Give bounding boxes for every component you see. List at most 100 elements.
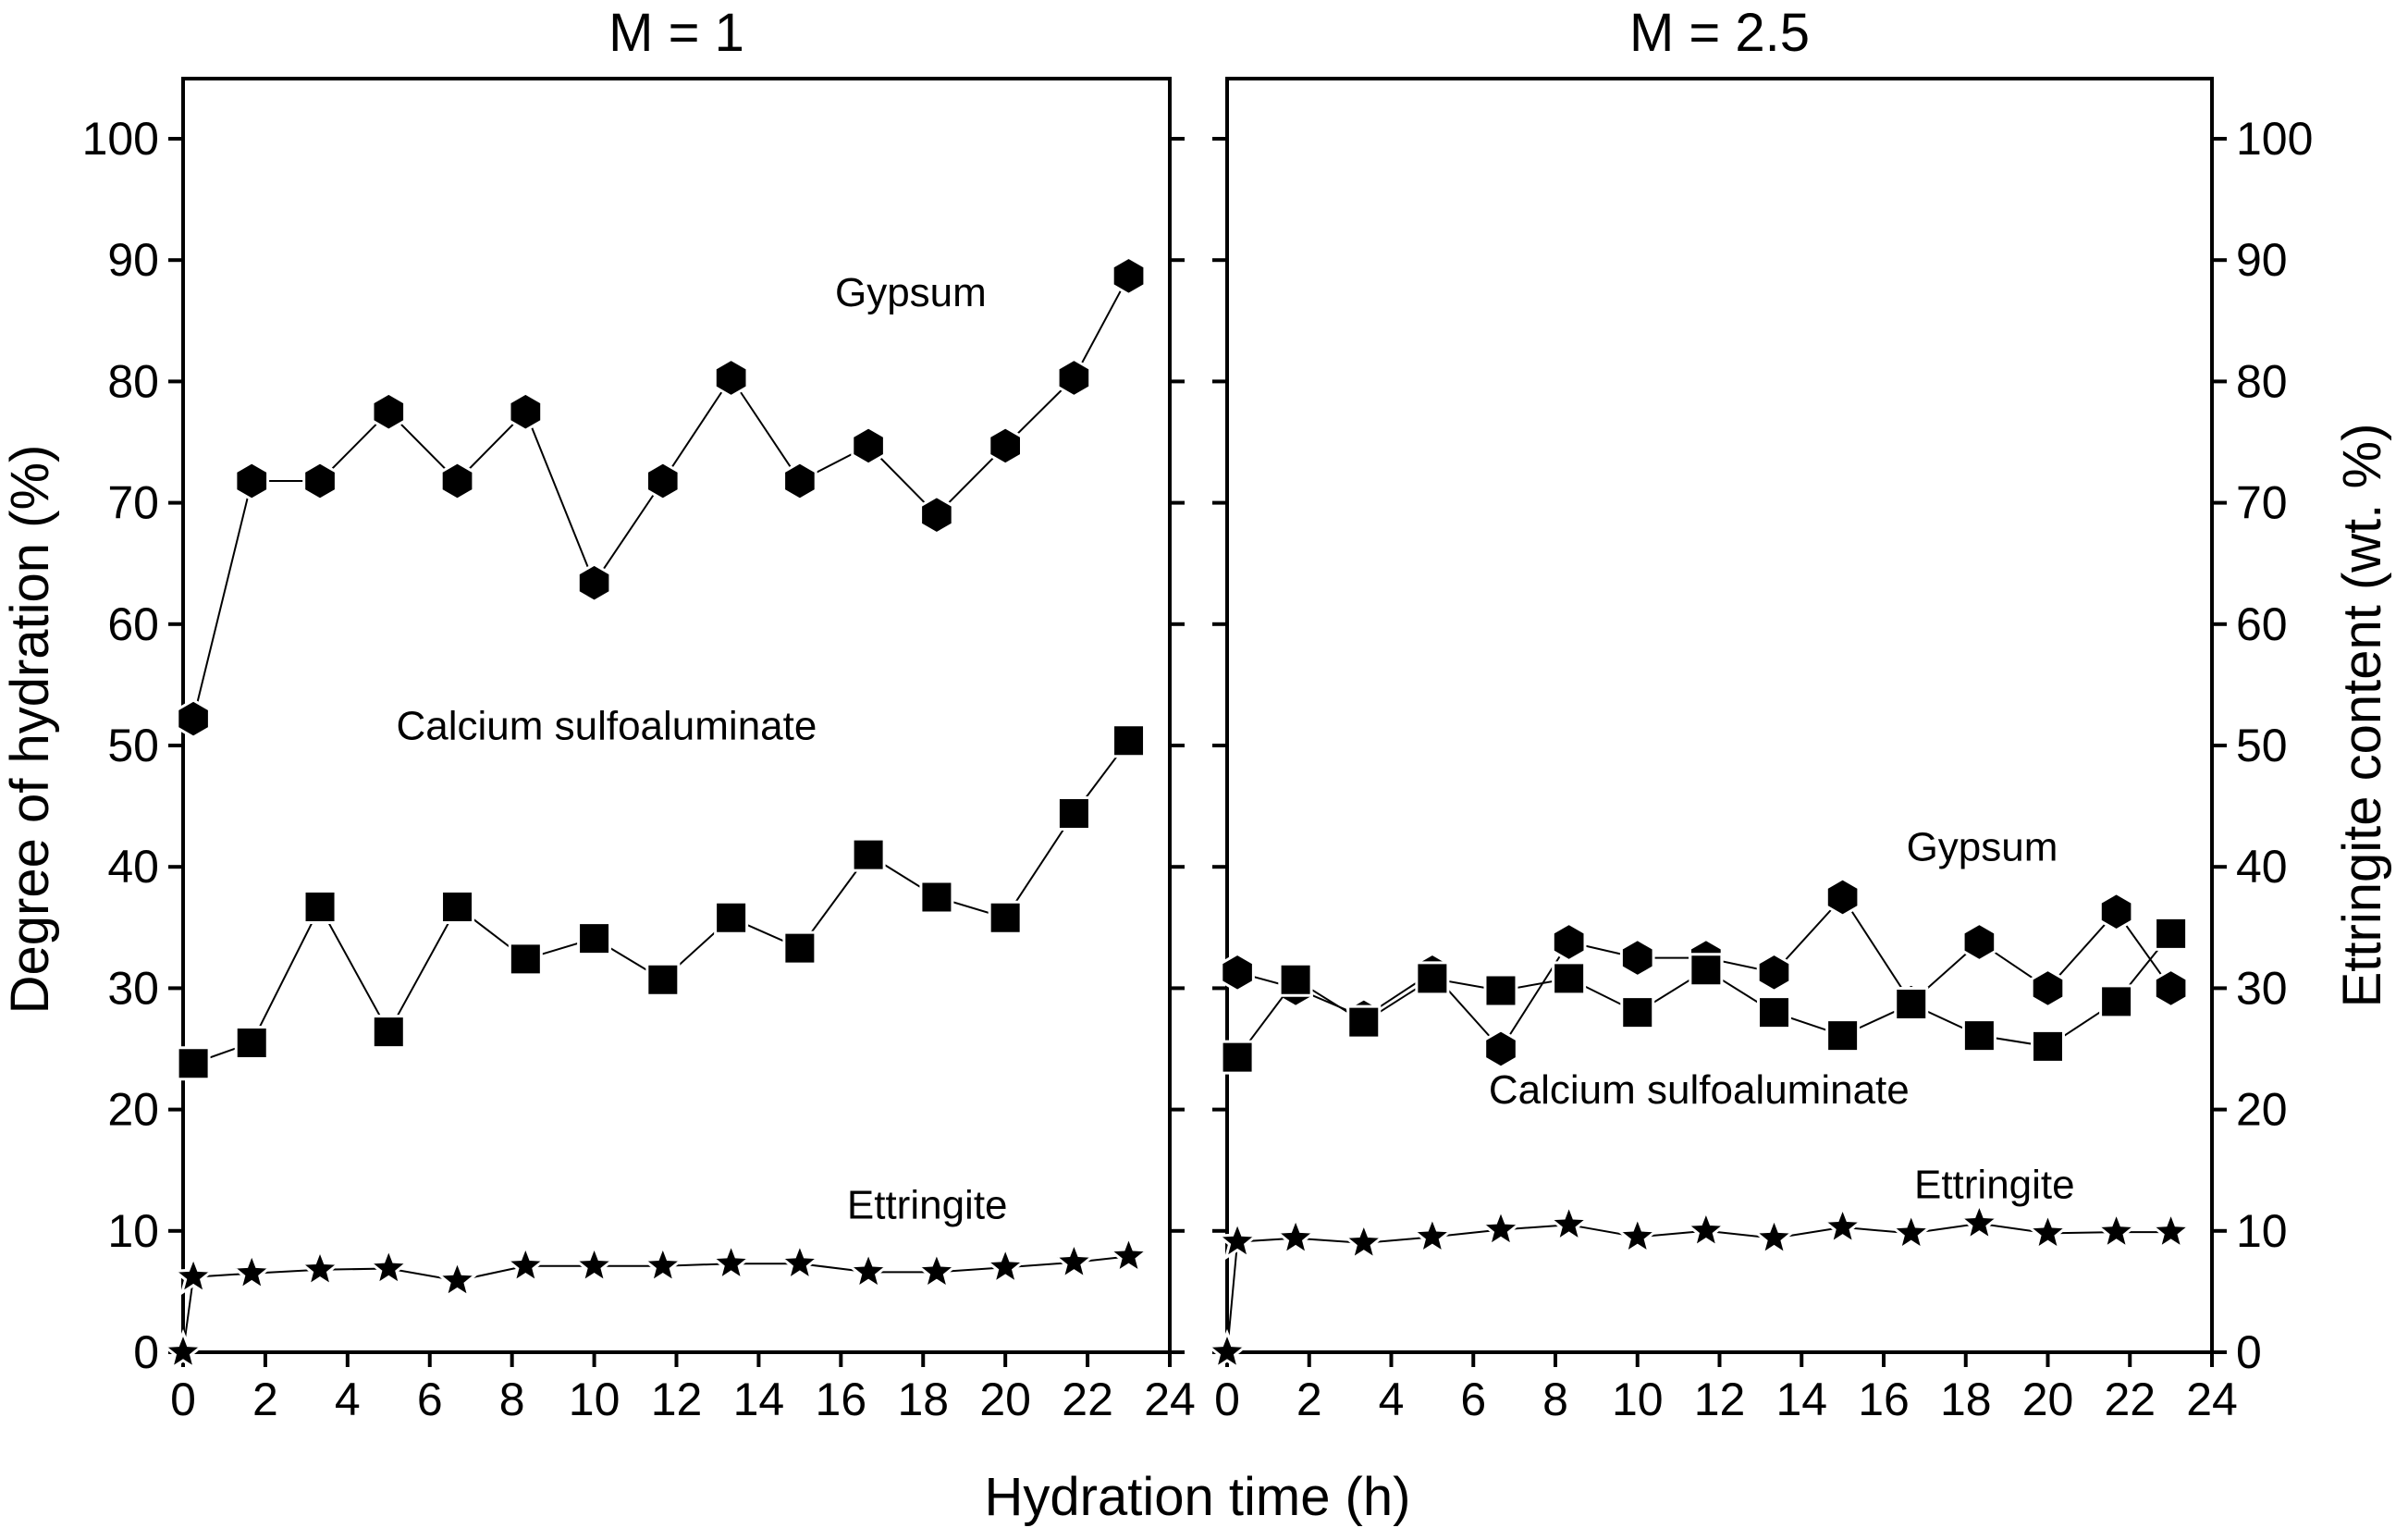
ettringite-point: Ettringite: 5 h, 9.5: [1409, 1214, 1455, 1256]
y-tick-label-right: 20: [2236, 1084, 2288, 1136]
calcium-sulfoaluminate-point: Calcium sulfoaluminate: 5 h, 26.4: [371, 1015, 406, 1050]
ettringite-point: Ettringite: 15 h, 10.3: [1820, 1203, 1865, 1247]
ettringite-point: Ettringite: 20 h, 7: [983, 1244, 1028, 1287]
calcium-sulfoaluminate-point: Calcium sulfoaluminate: 13.33 h, 28: [1757, 995, 1792, 1030]
gypsum-point: Gypsum: 3.33 h, 71.8: [302, 461, 338, 501]
ettringite-point: Ettringite: 0 h, 0: [161, 1328, 205, 1372]
gypsum-point: Gypsum: 6.67 h, 71.8: [439, 461, 475, 501]
gypsum-point: Gypsum: 8.33 h, 77.5: [508, 391, 544, 432]
calcium-sulfoaluminate-point: Calcium sulfoaluminate: 8.33 h, 30.8: [1552, 961, 1587, 996]
ettringite-point: Ettringite: 0.25 h, 6.2: [171, 1253, 216, 1296]
annotation-ettringite: Ettringite: [847, 1183, 1008, 1228]
y-tick-label-right: 80: [2236, 355, 2288, 407]
x-tick-label: 12: [1694, 1374, 1746, 1425]
x-tick-label: 6: [1460, 1374, 1486, 1425]
ettringite-point: Ettringite: 6.67 h, 10.1: [1479, 1206, 1523, 1249]
ettringite-point: Ettringite: 23 h, 7.9: [1106, 1233, 1151, 1275]
calcium-sulfoaluminate-point: Calcium sulfoaluminate: 3.33 h, 36.7: [302, 889, 338, 924]
x-tick-label: 4: [335, 1374, 361, 1425]
annotation-calcium-sulfoaluminate: Calcium sulfoaluminate: [396, 703, 817, 748]
gypsum-point: Gypsum: 1.67 h, 71.8: [234, 461, 270, 501]
calcium-sulfoaluminate-point: Calcium sulfoaluminate: 11.67 h, 31.5: [1689, 953, 1724, 988]
calcium-sulfoaluminate-point: Calcium sulfoaluminate: 18.33 h, 26.1: [1961, 1018, 1996, 1053]
calcium-sulfoaluminate-point: Calcium sulfoaluminate: 16.67 h, 41: [851, 837, 886, 872]
ettringite-point: Ettringite: 18.33 h, 10.6: [1957, 1200, 2002, 1243]
calcium-sulfoaluminate-point: Calcium sulfoaluminate: 11.67 h, 30.7: [645, 962, 681, 997]
annotation-gypsum: Gypsum: [1907, 825, 2058, 870]
calcium-sulfoaluminate-point: Calcium sulfoaluminate: 15 h, 33.3: [782, 930, 817, 966]
gypsum-point: Gypsum: 15 h, 37.5: [1824, 877, 1861, 918]
x-tick-label: 18: [1940, 1374, 1992, 1425]
calcium-sulfoaluminate-point: Calcium sulfoaluminate: 0.25 h, 23.8: [176, 1046, 211, 1081]
calcium-sulfoaluminate-point: Calcium sulfoaluminate: 0.25 h, 24.3: [1220, 1040, 1255, 1075]
gypsum-point: Gypsum: 21.67 h, 36.3: [2098, 891, 2134, 932]
y-tick-label-left: 80: [107, 355, 159, 407]
calcium-sulfoaluminate-point: Calcium sulfoaluminate: 21.67 h, 28.9: [2099, 984, 2134, 1019]
panel-m1: 0 2 4 6 8 10 12 14 16 18 20 22 240102030405060708090…: [82, 77, 1196, 1425]
panel-title-m1: M = 1: [608, 3, 744, 63]
ettringite-point: Ettringite: 1.67 h, 9.4: [1273, 1214, 1319, 1258]
x-tick-label: 10: [1612, 1374, 1664, 1425]
x-tick-label: 8: [1542, 1374, 1568, 1425]
ettringite-point: Ettringite: 5 h, 6.9: [366, 1245, 412, 1287]
y-tick-label-left: 0: [133, 1326, 159, 1378]
x-tick-label: 6: [417, 1374, 443, 1425]
x-tick-label: 24: [1144, 1374, 1196, 1425]
gypsum-point: Gypsum: 13.33 h, 31.3: [1756, 952, 1792, 993]
ettringite-point: Ettringite: 16.67 h, 9.8: [1888, 1210, 1934, 1252]
x-tick-label: 12: [651, 1374, 703, 1425]
calcium-sulfoaluminate-point: Calcium sulfoaluminate: 10 h, 28: [1620, 995, 1655, 1030]
gypsum-point: Gypsum: 6.67 h, 25: [1483, 1029, 1518, 1069]
gypsum-point: Gypsum: 8.33 h, 33.8: [1551, 921, 1587, 963]
y-tick-label-right: 60: [2236, 598, 2288, 650]
gypsum-point: Gypsum: 21.67 h, 80.3: [1056, 357, 1092, 399]
y-tick-label-left: 30: [107, 962, 159, 1014]
x-tick-label: 18: [897, 1374, 949, 1425]
x-tick-label: 16: [1858, 1374, 1910, 1425]
y-tick-label-right: 50: [2236, 720, 2288, 771]
ettringite-point: Ettringite: 16.67 h, 6.6: [846, 1249, 891, 1291]
gypsum-point: Gypsum: 10 h, 32.5: [1619, 937, 1655, 979]
y-axis-title-left: Degree of hydration (%): [0, 445, 60, 1015]
calcium-sulfoaluminate-point: Calcium sulfoaluminate: 10 h, 34.1: [577, 921, 612, 956]
ettringite-point: Ettringite: 0.25 h, 9.1: [1215, 1218, 1260, 1261]
gypsum-point: Gypsum: 18.33 h, 69: [919, 494, 954, 536]
calcium-sulfoaluminate-point: Calcium sulfoaluminate: 1.67 h, 25.5: [234, 1025, 269, 1060]
x-tick-label: 10: [569, 1374, 620, 1425]
gypsum-point: Gypsum: 11.67 h, 71.8: [645, 461, 681, 501]
gypsum-point: Gypsum: 0.25 h, 31.3: [1220, 952, 1255, 993]
x-tick-label: 20: [2022, 1374, 2074, 1425]
y-tick-label-left: 90: [107, 234, 159, 286]
x-tick-label: 20: [979, 1374, 1031, 1425]
x-tick-label: 2: [1296, 1374, 1322, 1425]
gypsum-point: Gypsum: 15 h, 71.8: [782, 461, 817, 501]
ettringite-point: Ettringite: 0 h, 0: [1205, 1328, 1249, 1372]
calcium-sulfoaluminate-point: Calcium sulfoaluminate: 23 h, 34.5: [2154, 916, 2189, 951]
annotation-gypsum: Gypsum: [835, 270, 987, 315]
x-tick-label: 14: [733, 1374, 785, 1425]
ettringite-point: Ettringite: 13.33 h, 9.4: [1751, 1214, 1797, 1258]
y-tick-label-right: 40: [2236, 841, 2288, 893]
panel-m2-5: 0 2 4 6 8 10 12 14 16 18 20 22 240102030405060708090…: [1205, 77, 2313, 1425]
ettringite-point: Ettringite: 10 h, 7.1: [571, 1242, 617, 1286]
ettringite-point: Ettringite: 13.33 h, 7.3: [708, 1240, 754, 1283]
y-axis-title-right: Ettringite content (wt. %): [2332, 424, 2392, 1008]
y-tick-label-right: 0: [2236, 1326, 2262, 1378]
calcium-sulfoaluminate-point: Calcium sulfoaluminate: 16.67 h, 28.7: [1894, 986, 1929, 1021]
x-tick-label: 22: [2104, 1374, 2156, 1425]
x-tick-label: 24: [2186, 1374, 2238, 1425]
ettringite-point: Ettringite: 11.67 h, 7.1: [640, 1242, 685, 1286]
gypsum-point: Gypsum: 5 h, 77.5: [371, 391, 407, 432]
x-tick-label: 8: [499, 1374, 525, 1425]
x-tick-label: 14: [1775, 1374, 1827, 1425]
ettringite-point: Ettringite: 3.33 h, 6.8: [298, 1246, 342, 1289]
y-tick-label-right: 70: [2236, 477, 2288, 529]
y-tick-label-right: 30: [2236, 962, 2288, 1014]
x-tick-label: 2: [252, 1374, 278, 1425]
ettringite-point: Ettringite: 3.33 h, 9: [1341, 1219, 1386, 1263]
x-axis-title: Hydration time (h): [985, 1467, 1411, 1527]
calcium-sulfoaluminate-point: Calcium sulfoaluminate: 20 h, 35.8: [988, 900, 1023, 935]
ettringite-point: Ettringite: 15 h, 7.3: [777, 1240, 822, 1283]
y-tick-label-left: 10: [107, 1205, 159, 1257]
calcium-sulfoaluminate-point: Calcium sulfoaluminate: 6.67 h, 36.7: [440, 889, 475, 924]
